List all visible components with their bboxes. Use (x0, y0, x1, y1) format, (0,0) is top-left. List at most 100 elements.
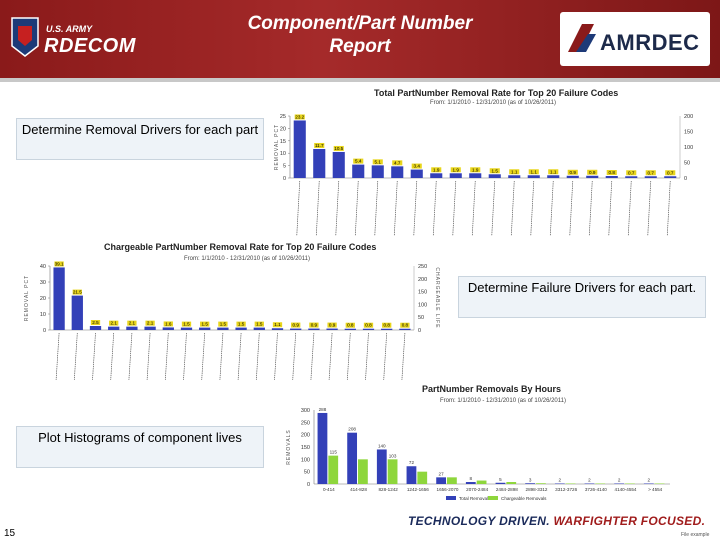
category-label (588, 180, 593, 236)
y-tick-label: 25 (280, 114, 286, 120)
svg-text:U.S. ARMY: U.S. ARMY (46, 24, 93, 34)
data-label: 5.1 (375, 159, 382, 164)
category-label: > 4554 (648, 487, 663, 492)
bar (290, 328, 302, 330)
category-label (296, 180, 301, 236)
data-label-box (272, 322, 283, 328)
data-label: 4.7 (394, 160, 401, 165)
slide-title: Component/Part Number Report (200, 12, 520, 58)
data-label-box (489, 168, 500, 174)
data-label-box (291, 322, 301, 328)
data-label: 1.9 (453, 167, 460, 172)
bar (332, 151, 345, 178)
y-tick-label: 10 (280, 151, 286, 157)
data-label-box (163, 321, 173, 327)
category-label (128, 332, 133, 381)
y-tick-label: 0 (283, 176, 286, 182)
category-label (55, 332, 60, 381)
data-label-box (90, 320, 101, 325)
category-label (164, 332, 169, 381)
category-label (201, 332, 206, 381)
category-label (432, 180, 437, 236)
bar (199, 327, 211, 330)
bar (308, 328, 320, 330)
data-label: 1.9 (433, 167, 440, 172)
bar (566, 175, 579, 178)
footer-disclaimer: File example (681, 532, 710, 538)
bar-chargeable (447, 477, 457, 484)
data-label-total: 288 (319, 407, 327, 412)
bar-chargeable (536, 483, 546, 484)
data-label-box (333, 145, 344, 151)
footer-tagline: TECHNOLOGY DRIVEN. WARFIGHTER FOCUSED. (408, 514, 705, 528)
y-tick-label: 0 (307, 482, 310, 488)
bar (53, 267, 65, 330)
bar-chargeable (358, 459, 368, 484)
chart-chargeable-removal-rate: Chargeable PartNumber Removal Rate for T… (16, 238, 442, 386)
data-label-box (254, 321, 264, 327)
data-label-box (127, 320, 137, 326)
y-tick-label: 5 (283, 164, 286, 170)
data-label: 0.9 (329, 323, 336, 328)
data-label-box (606, 170, 617, 176)
callout-histograms-text: Plot Histograms of component lives (38, 430, 242, 445)
bar (144, 326, 156, 330)
bar (605, 176, 618, 178)
data-label: 1.9 (472, 167, 479, 172)
callout-removal-drivers: Determine Removal Drivers for each part (16, 118, 264, 160)
data-label-box (218, 321, 228, 327)
y-tick-label: 100 (301, 457, 310, 463)
legend-swatch-total (446, 496, 456, 500)
legend-swatch-chargeable (488, 496, 498, 500)
data-label: 0.9 (311, 323, 318, 328)
data-label-box (431, 167, 442, 173)
bar (430, 173, 443, 178)
chart3-plot: 0 50 100 150 200 250 300 REMOVALS 288 115 0-414 208… (286, 407, 670, 501)
chart2-title: Chargeable PartNumber Removal Rate for T… (104, 242, 377, 252)
data-label: 3.4 (414, 164, 421, 169)
svg-text:RDECOM: RDECOM (44, 35, 137, 57)
bar (293, 120, 306, 178)
y2-tick-label: 0 (684, 176, 687, 182)
bar (235, 327, 247, 330)
data-label-box (548, 169, 559, 175)
data-label-box (54, 261, 64, 267)
title-line-2: Report (329, 36, 391, 57)
y2-tick-label: 100 (684, 145, 693, 151)
category-label (374, 180, 379, 236)
callout-histograms: Plot Histograms of component lives (16, 426, 264, 468)
y-tick-label: 20 (280, 126, 286, 132)
data-label: 0.9 (570, 170, 577, 175)
bar (625, 176, 638, 178)
data-label-total: 2 (648, 478, 651, 483)
page-number: 15 (4, 528, 16, 539)
bar-total (406, 466, 417, 484)
category-label (92, 332, 96, 381)
category-label (354, 180, 359, 236)
category-label: 2898-3312 (526, 487, 548, 492)
data-label-box (109, 320, 119, 326)
data-label-box (509, 169, 520, 175)
data-label: 39.1 (55, 261, 64, 266)
category-label (335, 180, 340, 236)
bar (71, 295, 83, 330)
data-label-box (587, 169, 598, 175)
category-label: 0-414 (323, 487, 335, 492)
bar (399, 328, 411, 330)
data-label-total: 72 (409, 460, 415, 465)
data-label: 1.5 (256, 322, 263, 327)
chart3-subtitle: From: 1/1/2010 - 12/31/2010 (as of 10/26… (440, 398, 566, 404)
bar (381, 328, 393, 330)
bar (326, 328, 338, 330)
category-label (491, 180, 496, 236)
data-label: 1.5 (183, 322, 190, 327)
category-label (471, 180, 476, 236)
slide-header: U.S. ARMY RDECOM Component/Part Number R… (0, 0, 720, 82)
category-label: 3312-3726 (555, 487, 577, 492)
bar (162, 327, 174, 330)
data-label: 0.8 (347, 323, 354, 328)
data-label: 0.9 (589, 170, 596, 175)
category-label (569, 180, 574, 236)
data-label-box (567, 169, 578, 175)
category-label (219, 332, 224, 381)
